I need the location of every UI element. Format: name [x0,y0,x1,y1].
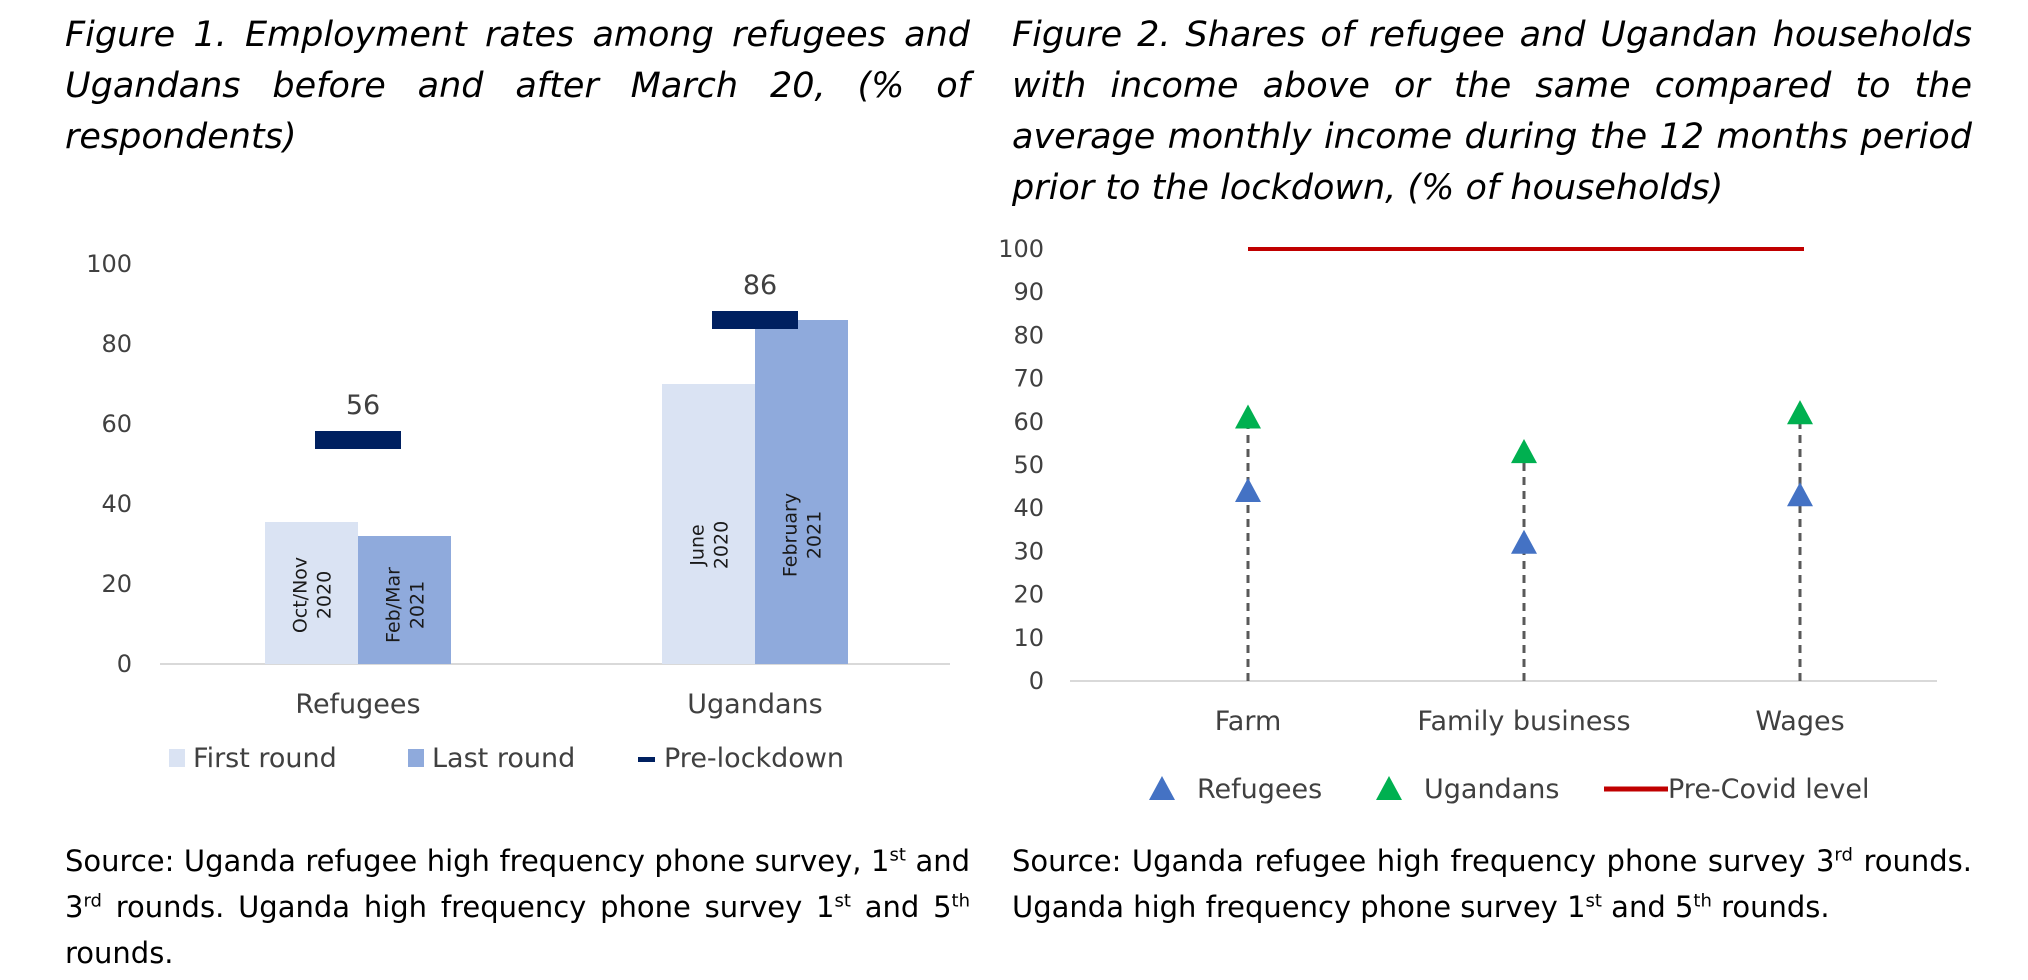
y-tick-label: 70 [1013,365,1044,393]
legend-label: Refugees [1197,774,1322,805]
source-superscript: st [1585,890,1602,912]
source-superscript: st [889,844,906,866]
bar-last-round [755,320,848,664]
y-tick-label: 60 [1013,408,1044,436]
y-tick-label: 80 [1013,321,1044,349]
source-superscript: st [834,890,851,912]
source-superscript: rd [83,890,102,912]
y-tick-label: 100 [86,250,132,278]
ugandans-marker [1787,400,1813,425]
y-tick-label: 10 [1013,624,1044,652]
source-text: Source: Uganda refugee high frequency ph… [65,844,890,878]
bar-first-round [265,522,358,664]
bar-label-group: February 2021 [780,493,826,577]
source-text: and 3 [65,844,971,924]
source-text: rounds. [1711,890,1830,924]
y-tick-label: 50 [1013,451,1044,479]
legend-swatch-ugandans [1376,776,1402,801]
pre-lockdown-marker [712,311,798,329]
y-tick-label: 20 [1013,581,1044,609]
source-text: Source: Uganda refugee high frequency ph… [1012,844,1835,878]
y-tick-label: 60 [101,410,132,438]
figure-1-source: Source: Uganda refugee high frequency ph… [65,838,970,976]
legend-label: Last round [432,743,575,774]
figure-2-title: Figure 2. Shares of refugee and Ugandan … [1012,15,1972,208]
x-category-label: Family business [1417,706,1630,737]
y-tick-label: 40 [101,490,132,518]
legend-label: Pre-Covid level [1668,774,1869,805]
bar-label: 2020 [314,571,336,619]
bar-first-round [662,384,755,664]
source-superscript: th [1693,890,1712,912]
figure-2-source: Source: Uganda refugee high frequency ph… [1012,838,1972,930]
ugandans-marker [1235,404,1261,429]
ugandans-marker [1511,439,1537,464]
legend-swatch-refugees [1149,776,1175,801]
legend-swatch-last-round [408,749,424,767]
figure-2-chart: 0 10 20 30 40 50 60 70 80 90 100 Farm Family busines… [998,235,1937,805]
legend-swatch-pre-lockdown [638,757,655,762]
y-tick-label: 80 [101,330,132,358]
x-category-label: Wages [1755,706,1844,737]
y-tick-label: 90 [1013,278,1044,306]
bar-label: Feb/Mar [383,567,405,643]
refugees-marker [1511,529,1537,554]
bar-label: 2020 [711,521,733,569]
source-text: and 5 [850,890,952,924]
bar-label-group: Feb/Mar 2021 [383,567,429,643]
x-category-label: Farm [1215,706,1282,737]
bar-label: Oct/Nov [290,557,312,633]
bar-label: February [780,493,802,577]
legend-swatch-first-round [169,749,185,767]
y-tick-label: 0 [1029,667,1044,695]
bar-label-group: June 2020 [687,521,733,569]
bar-label-group: Oct/Nov 2020 [290,557,336,633]
refugees-marker [1235,477,1261,502]
bar-label: 2021 [407,581,429,629]
figure-1-title: Figure 1. Employment rates among refugee… [65,15,970,157]
x-category-label: Refugees [295,689,420,720]
source-text: rounds. Uganda high frequency phone surv… [1012,844,1972,924]
source-superscript: rd [1834,844,1853,866]
pre-lockdown-marker [315,431,401,449]
x-category-label: Ugandans [687,689,822,720]
bar-last-round [358,536,451,664]
y-tick-label: 0 [117,650,132,678]
refugees-marker [1787,482,1813,507]
legend-label: Ugandans [1424,774,1559,805]
source-text: rounds. [65,936,174,970]
y-tick-label: 20 [101,570,132,598]
bar-label: 2021 [804,511,826,559]
y-tick-label: 100 [998,235,1044,263]
bar-label: June [687,524,709,566]
y-tick-label: 40 [1013,494,1044,522]
y-tick-label: 30 [1013,537,1044,565]
source-text: rounds. Uganda high frequency phone surv… [101,890,835,924]
source-text: and 5 [1601,890,1694,924]
source-superscript: th [951,890,970,912]
pre-lockdown-value-label: 56 [346,390,380,421]
legend-label: Pre-lockdown [664,743,844,774]
pre-lockdown-value-label: 86 [743,270,777,301]
legend-label: First round [193,743,337,774]
